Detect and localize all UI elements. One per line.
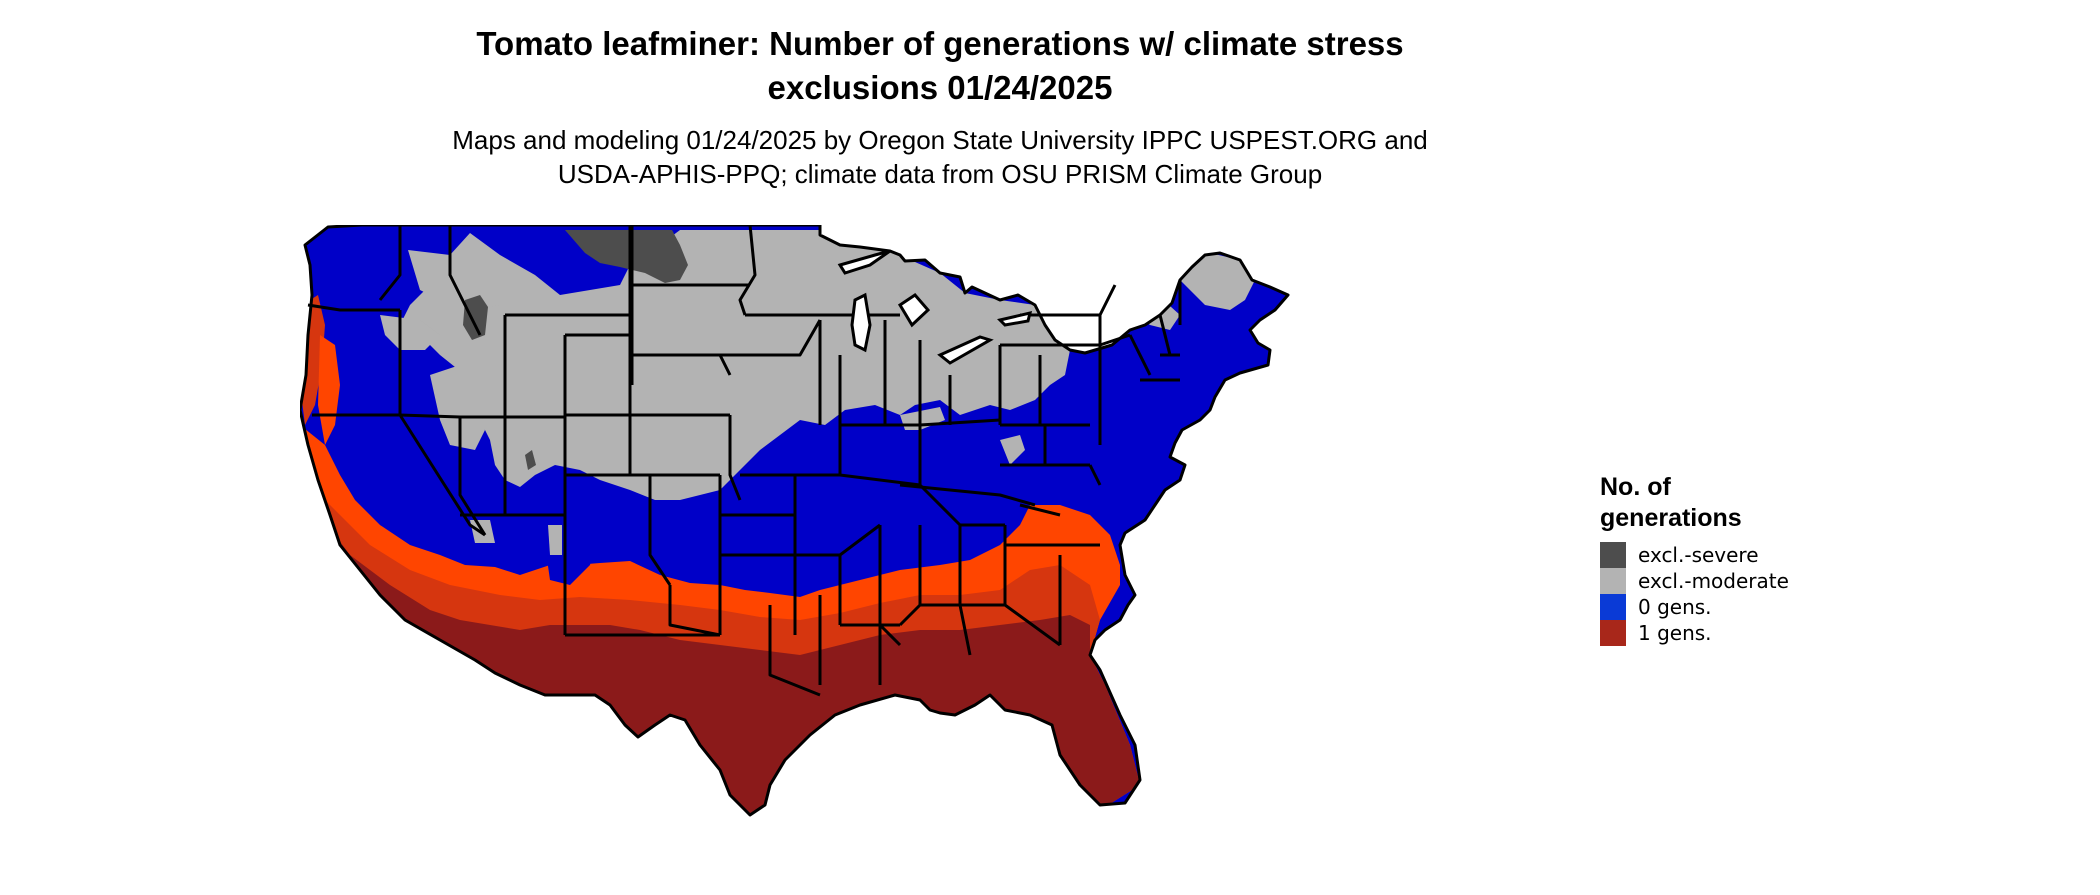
zone-excl-severe-wyoming [463,295,488,340]
map-subtitle: Maps and modeling 01/24/2025 by Oregon S… [0,123,1880,191]
legend-key-zero-gens [1600,594,1626,620]
map-subtitle-line-1: Maps and modeling 01/24/2025 by Oregon S… [452,125,1428,155]
legend-items: excl.-severe excl.-moderate 0 gens. 1 ge… [1600,542,1900,646]
zone-excl-moderate-idaho-south [380,315,440,350]
zone-excl-moderate-appalachia [1000,435,1025,465]
zone-one-gens-dark [320,515,1140,815]
legend-key-one-gens [1600,620,1626,646]
lake-michigan [850,292,872,353]
map-legend: No. of generations excl.-severe excl.-mo… [1600,472,1900,646]
map-fill-layer [300,225,1288,815]
legend-item-one-gens: 1 gens. [1600,620,1900,646]
state-borders [300,225,1290,817]
legend-item-excl-severe: excl.-severe [1600,542,1900,568]
us-map-svg [300,225,1290,817]
zone-excl-moderate-central [400,230,1070,500]
legend-item-zero-gens: 0 gens. [1600,594,1900,620]
lake-superior [837,249,891,275]
legend-item-excl-moderate: excl.-moderate [1600,568,1900,594]
zone-excl-severe-north [565,230,688,283]
legend-title-line-1: No. of [1600,473,1671,501]
zone-one-gens-ca-inland [318,335,340,445]
map-title-line-1: Tomato leafminer: Number of generations … [476,25,1404,62]
zone-excl-severe-colorado [525,450,536,470]
legend-label-excl-moderate: excl.-moderate [1638,569,1789,593]
map-title: Tomato leafminer: Number of generations … [0,22,1880,110]
zone-excl-moderate-maine [1175,253,1255,310]
great-lakes [837,249,1033,365]
legend-key-excl-severe [1600,542,1626,568]
legend-label-one-gens: 1 gens. [1638,621,1712,645]
legend-title-line-2: generations [1600,504,1742,532]
map-title-line-2: exclusions 01/24/2025 [767,69,1113,106]
lake-erie [937,335,994,365]
us-map [300,225,1590,895]
zone-excl-moderate-utah [430,365,485,450]
lake-huron [897,293,931,328]
lake-ontario [997,310,1033,327]
legend-label-excl-severe: excl.-severe [1638,543,1759,567]
zone-excl-moderate-nm [548,525,562,555]
map-subtitle-line-2: USDA-APHIS-PPQ; climate data from OSU PR… [557,159,1323,189]
legend-label-zero-gens: 0 gens. [1638,595,1712,619]
legend-title: No. of generations [1600,472,1900,534]
legend-key-excl-moderate [1600,568,1626,594]
